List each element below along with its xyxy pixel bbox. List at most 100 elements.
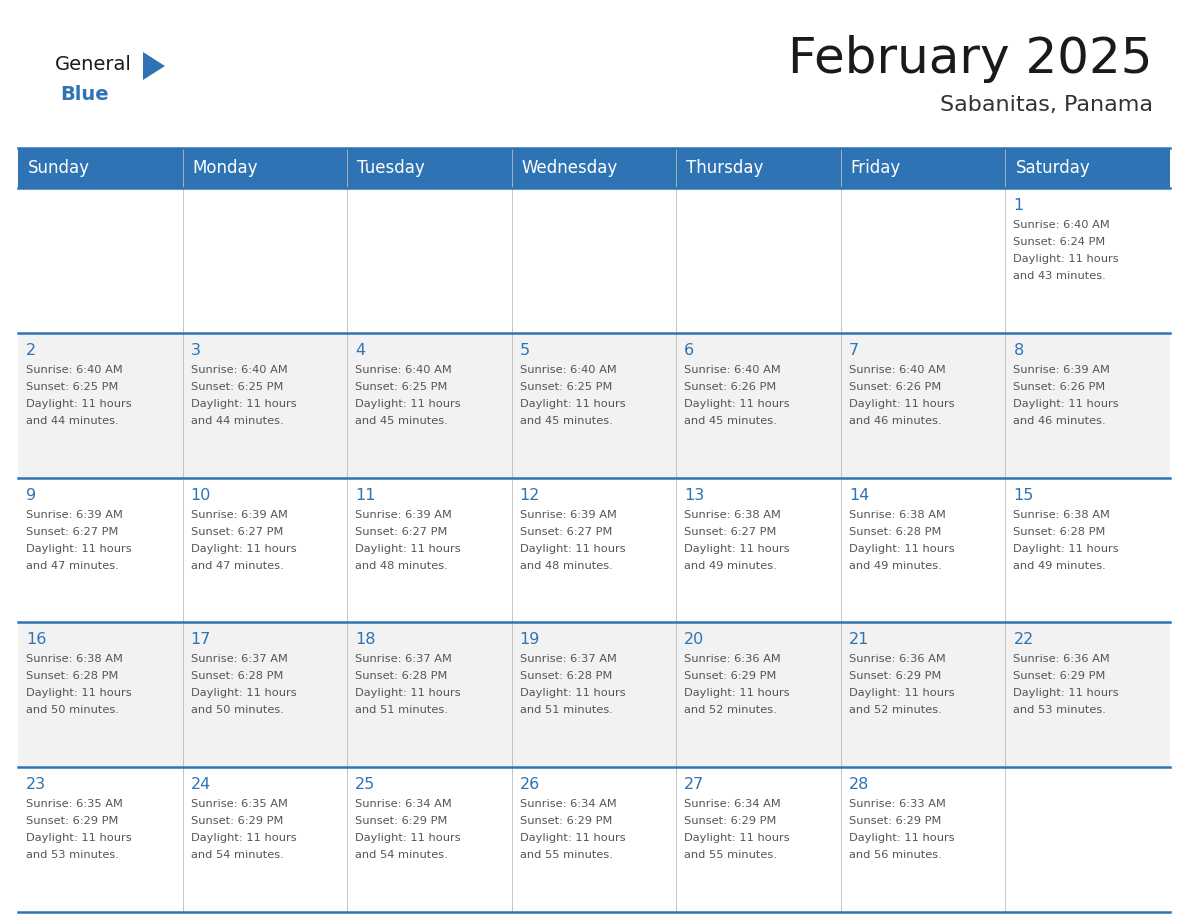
Text: Sunset: 6:28 PM: Sunset: 6:28 PM xyxy=(190,671,283,681)
Text: Sunrise: 6:37 AM: Sunrise: 6:37 AM xyxy=(519,655,617,665)
Text: Sunrise: 6:33 AM: Sunrise: 6:33 AM xyxy=(849,800,946,809)
Text: Sunrise: 6:35 AM: Sunrise: 6:35 AM xyxy=(190,800,287,809)
Text: and 52 minutes.: and 52 minutes. xyxy=(684,705,777,715)
Text: Sunset: 6:29 PM: Sunset: 6:29 PM xyxy=(26,816,119,826)
Text: Sunrise: 6:39 AM: Sunrise: 6:39 AM xyxy=(355,509,451,520)
Text: Daylight: 11 hours: Daylight: 11 hours xyxy=(190,688,296,699)
Text: 1: 1 xyxy=(1013,198,1024,213)
Text: Daylight: 11 hours: Daylight: 11 hours xyxy=(684,398,790,409)
Text: Sunset: 6:29 PM: Sunset: 6:29 PM xyxy=(849,816,941,826)
Text: Tuesday: Tuesday xyxy=(358,159,425,177)
Text: Sunrise: 6:40 AM: Sunrise: 6:40 AM xyxy=(849,364,946,375)
Text: Sunset: 6:29 PM: Sunset: 6:29 PM xyxy=(849,671,941,681)
Text: and 47 minutes.: and 47 minutes. xyxy=(190,561,283,571)
Text: 7: 7 xyxy=(849,342,859,358)
Text: Daylight: 11 hours: Daylight: 11 hours xyxy=(190,398,296,409)
Text: Daylight: 11 hours: Daylight: 11 hours xyxy=(1013,543,1119,554)
Text: Sunset: 6:29 PM: Sunset: 6:29 PM xyxy=(190,816,283,826)
Text: 2: 2 xyxy=(26,342,36,358)
Text: Sunset: 6:28 PM: Sunset: 6:28 PM xyxy=(519,671,612,681)
Text: 8: 8 xyxy=(1013,342,1024,358)
Text: and 54 minutes.: and 54 minutes. xyxy=(190,850,283,860)
Text: Daylight: 11 hours: Daylight: 11 hours xyxy=(519,398,625,409)
Text: and 47 minutes.: and 47 minutes. xyxy=(26,561,119,571)
Text: Sunset: 6:29 PM: Sunset: 6:29 PM xyxy=(684,816,777,826)
Text: and 45 minutes.: and 45 minutes. xyxy=(684,416,777,426)
Text: and 49 minutes.: and 49 minutes. xyxy=(1013,561,1106,571)
Text: and 50 minutes.: and 50 minutes. xyxy=(26,705,119,715)
Text: Thursday: Thursday xyxy=(687,159,764,177)
Text: and 45 minutes.: and 45 minutes. xyxy=(355,416,448,426)
Text: 23: 23 xyxy=(26,778,46,792)
Text: Sunrise: 6:40 AM: Sunrise: 6:40 AM xyxy=(355,364,451,375)
Text: 18: 18 xyxy=(355,633,375,647)
Text: and 53 minutes.: and 53 minutes. xyxy=(26,850,119,860)
Text: Sunrise: 6:36 AM: Sunrise: 6:36 AM xyxy=(684,655,781,665)
Text: Sunset: 6:27 PM: Sunset: 6:27 PM xyxy=(26,527,119,537)
Text: Daylight: 11 hours: Daylight: 11 hours xyxy=(26,688,132,699)
Text: Daylight: 11 hours: Daylight: 11 hours xyxy=(26,543,132,554)
Text: 24: 24 xyxy=(190,778,210,792)
Text: and 49 minutes.: and 49 minutes. xyxy=(684,561,777,571)
Text: Daylight: 11 hours: Daylight: 11 hours xyxy=(849,688,954,699)
Text: Sunday: Sunday xyxy=(29,159,90,177)
Text: Daylight: 11 hours: Daylight: 11 hours xyxy=(684,834,790,844)
Text: and 44 minutes.: and 44 minutes. xyxy=(26,416,119,426)
Text: Sunrise: 6:39 AM: Sunrise: 6:39 AM xyxy=(190,509,287,520)
Text: Sunset: 6:25 PM: Sunset: 6:25 PM xyxy=(190,382,283,392)
Text: Sunrise: 6:38 AM: Sunrise: 6:38 AM xyxy=(1013,509,1111,520)
Bar xyxy=(18,477,1170,622)
Text: 26: 26 xyxy=(519,778,541,792)
Text: Daylight: 11 hours: Daylight: 11 hours xyxy=(355,834,461,844)
Text: Daylight: 11 hours: Daylight: 11 hours xyxy=(849,398,954,409)
Text: Sunrise: 6:39 AM: Sunrise: 6:39 AM xyxy=(1013,364,1111,375)
Text: Daylight: 11 hours: Daylight: 11 hours xyxy=(190,543,296,554)
Text: 21: 21 xyxy=(849,633,870,647)
Text: Daylight: 11 hours: Daylight: 11 hours xyxy=(1013,254,1119,264)
Text: 16: 16 xyxy=(26,633,46,647)
Text: Daylight: 11 hours: Daylight: 11 hours xyxy=(1013,398,1119,409)
Text: and 46 minutes.: and 46 minutes. xyxy=(849,416,941,426)
Text: Sunrise: 6:38 AM: Sunrise: 6:38 AM xyxy=(849,509,946,520)
Text: Sunset: 6:28 PM: Sunset: 6:28 PM xyxy=(355,671,448,681)
Text: and 52 minutes.: and 52 minutes. xyxy=(849,705,942,715)
Text: and 46 minutes.: and 46 minutes. xyxy=(1013,416,1106,426)
Text: 15: 15 xyxy=(1013,487,1034,502)
Text: Sunrise: 6:39 AM: Sunrise: 6:39 AM xyxy=(26,509,122,520)
Text: Sunset: 6:29 PM: Sunset: 6:29 PM xyxy=(684,671,777,681)
Text: 13: 13 xyxy=(684,487,704,502)
Text: and 55 minutes.: and 55 minutes. xyxy=(684,850,777,860)
Text: Sunset: 6:28 PM: Sunset: 6:28 PM xyxy=(1013,527,1106,537)
Text: February 2025: February 2025 xyxy=(789,35,1154,83)
Text: Sunset: 6:24 PM: Sunset: 6:24 PM xyxy=(1013,237,1106,247)
Text: Sunrise: 6:40 AM: Sunrise: 6:40 AM xyxy=(190,364,287,375)
Text: and 44 minutes.: and 44 minutes. xyxy=(190,416,283,426)
Text: Daylight: 11 hours: Daylight: 11 hours xyxy=(684,688,790,699)
Text: Sunrise: 6:38 AM: Sunrise: 6:38 AM xyxy=(684,509,782,520)
Text: Sunrise: 6:36 AM: Sunrise: 6:36 AM xyxy=(1013,655,1110,665)
Text: Sunset: 6:29 PM: Sunset: 6:29 PM xyxy=(519,816,612,826)
Text: Saturday: Saturday xyxy=(1016,159,1091,177)
Text: Daylight: 11 hours: Daylight: 11 hours xyxy=(26,834,132,844)
Text: Sunrise: 6:39 AM: Sunrise: 6:39 AM xyxy=(519,509,617,520)
Bar xyxy=(18,188,1170,333)
Text: Friday: Friday xyxy=(851,159,902,177)
Text: Sunrise: 6:37 AM: Sunrise: 6:37 AM xyxy=(355,655,451,665)
Text: 6: 6 xyxy=(684,342,695,358)
Text: 22: 22 xyxy=(1013,633,1034,647)
Text: Sunset: 6:26 PM: Sunset: 6:26 PM xyxy=(684,382,777,392)
Text: and 50 minutes.: and 50 minutes. xyxy=(190,705,284,715)
Polygon shape xyxy=(143,52,165,80)
Text: Daylight: 11 hours: Daylight: 11 hours xyxy=(684,543,790,554)
Text: Daylight: 11 hours: Daylight: 11 hours xyxy=(190,834,296,844)
Text: and 48 minutes.: and 48 minutes. xyxy=(355,561,448,571)
Text: Sunrise: 6:34 AM: Sunrise: 6:34 AM xyxy=(355,800,451,809)
Text: and 53 minutes.: and 53 minutes. xyxy=(1013,705,1106,715)
Text: and 48 minutes.: and 48 minutes. xyxy=(519,561,613,571)
Text: and 56 minutes.: and 56 minutes. xyxy=(849,850,942,860)
Text: and 49 minutes.: and 49 minutes. xyxy=(849,561,942,571)
Text: Daylight: 11 hours: Daylight: 11 hours xyxy=(355,543,461,554)
Text: 4: 4 xyxy=(355,342,365,358)
Text: 11: 11 xyxy=(355,487,375,502)
Text: 28: 28 xyxy=(849,778,870,792)
